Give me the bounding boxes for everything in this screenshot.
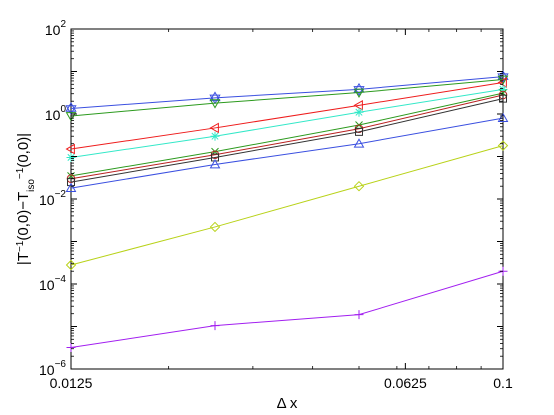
- marker-hexagram: [209, 91, 221, 105]
- series-layer: [65, 70, 509, 353]
- marker-triangle-up: [65, 182, 77, 193]
- marker-triangle-up: [209, 158, 221, 169]
- y-axis-title-sup2: −1: [15, 167, 26, 179]
- series-8: [65, 112, 509, 193]
- series-7: [67, 94, 507, 187]
- marker-triangle-down: [65, 112, 77, 122]
- marker-plus: [66, 343, 76, 353]
- y-axis-title-sub: iso: [26, 179, 37, 192]
- y-tick-label-exp: 0: [60, 104, 66, 115]
- series-line: [70, 88, 504, 158]
- series-line: [70, 145, 504, 266]
- marker-triangle-down: [497, 75, 509, 85]
- marker-diamond: [497, 140, 509, 151]
- marker-triangle-down: [353, 88, 365, 99]
- y-tick-label-base: 10: [45, 22, 61, 38]
- marker-asterisk: [66, 152, 76, 162]
- y-tick-label-base: 10: [39, 362, 55, 378]
- y-tick-label: 10−4: [39, 274, 66, 293]
- marker-hexagram-down: [65, 105, 77, 115]
- y-tick-label-exp: −2: [55, 189, 67, 200]
- y-tick-label: 10−2: [39, 189, 66, 208]
- marker-hexagram-down: [209, 94, 221, 105]
- y-tick-label: 100: [45, 104, 67, 123]
- marker-hexagram-up: [65, 101, 77, 112]
- series-line: [70, 82, 504, 150]
- series-9: [65, 140, 509, 271]
- series-line: [70, 78, 504, 117]
- marker-asterisk: [210, 131, 220, 141]
- marker-triangle-down: [209, 99, 221, 109]
- marker-triangle-up: [353, 138, 365, 148]
- x-tick-label: 0.0125: [50, 375, 93, 391]
- y-axis-title-open: |T: [15, 252, 32, 265]
- series-line: [70, 94, 504, 180]
- series-line: [70, 76, 504, 109]
- series-3: [65, 77, 507, 155]
- marker-asterisk: [498, 84, 508, 94]
- marker-triangle-left: [209, 122, 219, 134]
- series-4: [66, 84, 508, 162]
- marker-plus: [354, 310, 364, 320]
- y-tick-label-base: 10: [39, 192, 55, 208]
- y-tick-label-exp: −4: [55, 274, 67, 285]
- y-axis-title-close: (0,0)|: [15, 133, 32, 168]
- y-tick-label: 10−6: [39, 359, 66, 378]
- series-2: [65, 75, 509, 122]
- y-axis-title-sup1: −1: [15, 240, 26, 252]
- marker-hexagram-up: [497, 70, 509, 80]
- y-tick-label: 102: [45, 19, 67, 38]
- marker-hexagram-up: [209, 91, 221, 102]
- y-axis-title: |T−1(0,0)−Tiso−1(0,0)|: [15, 133, 37, 265]
- series-line: [70, 117, 504, 189]
- y-tick-label-exp: −6: [55, 359, 67, 370]
- marker-diamond: [209, 221, 221, 233]
- x-axis-title: Δ x: [277, 395, 298, 412]
- series-line: [70, 270, 504, 349]
- marker-triangle-up: [497, 112, 509, 122]
- marker-square: [499, 94, 507, 103]
- y-tick-label-base: 10: [39, 277, 55, 293]
- marker-triangle-left: [65, 143, 75, 155]
- x-tick-label: 0.1: [493, 375, 513, 391]
- marker-triangle-left: [353, 99, 363, 111]
- marker-triangle-left: [497, 77, 507, 88]
- x-tick-label: 0.0625: [384, 375, 427, 391]
- marker-hexagram: [65, 101, 77, 115]
- marker-square: [355, 127, 363, 136]
- marker-asterisk: [354, 107, 364, 117]
- plot-area: [70, 28, 504, 370]
- marker-plus: [210, 321, 220, 331]
- y-tick-label-base: 10: [45, 107, 61, 123]
- series-line: [70, 98, 504, 183]
- series-line: [70, 92, 504, 177]
- y-axis-title-mid: (0,0)−T: [15, 192, 32, 241]
- y-tick-label-exp: 2: [60, 19, 66, 30]
- marker-diamond: [353, 180, 365, 192]
- marker-hexagram-down: [353, 86, 365, 96]
